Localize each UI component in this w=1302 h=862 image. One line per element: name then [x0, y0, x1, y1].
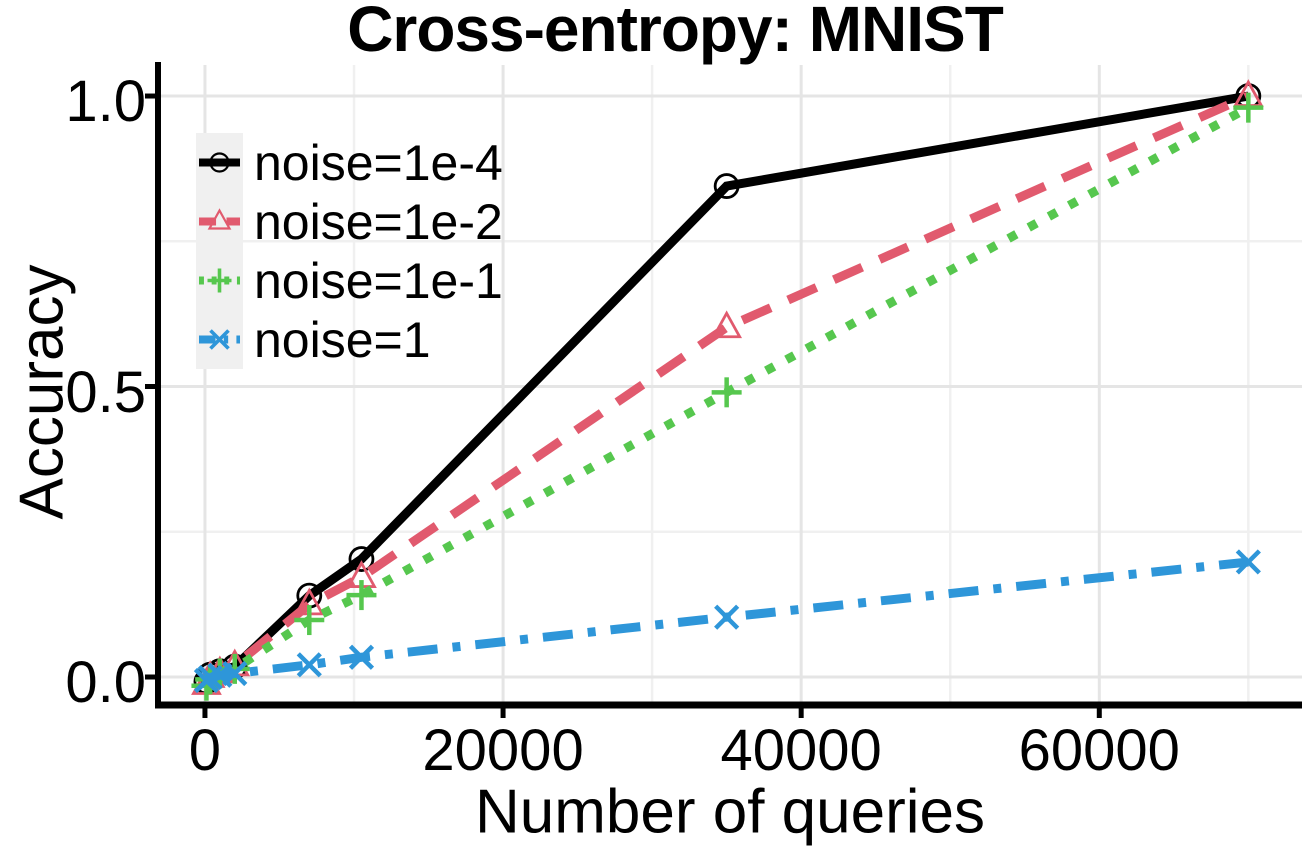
- x-tick-label: 60000: [1018, 718, 1180, 783]
- legend-key-line-circle-icon: [196, 133, 243, 192]
- legend-label: noise=1e-1: [254, 252, 503, 309]
- legend-key-line-x-icon: [196, 310, 243, 369]
- legend-label: noise=1e-4: [254, 134, 503, 191]
- chart-title: Cross-entropy: MNIST: [347, 0, 1004, 65]
- y-tick-label: 1.0: [65, 69, 146, 135]
- x-tick-label: 20000: [422, 718, 584, 783]
- legend: noise=1e-4 noise=1e-2 noise=1e-1 noise=1: [196, 133, 503, 369]
- y-tick-label: 0.5: [65, 359, 146, 425]
- legend-key-line-triangle-icon: [196, 192, 243, 251]
- x-tick-label: 40000: [720, 718, 882, 783]
- series-noise=1: [193, 549, 1261, 694]
- legend-label: noise=1: [254, 311, 431, 368]
- legend-entry-noise-1e-2: noise=1e-2: [196, 192, 503, 251]
- legend-key-line-plus-icon: [196, 251, 243, 310]
- y-tick-label: 0.0: [65, 649, 146, 715]
- x-tick-label: 0: [188, 718, 222, 783]
- legend-label: noise=1e-2: [254, 193, 503, 250]
- legend-entry-noise-1e-1: noise=1e-1: [196, 251, 503, 310]
- legend-entry-noise-1e-4: noise=1e-4: [196, 133, 503, 192]
- x-axis-label: Number of queries: [474, 777, 986, 847]
- legend-entry-noise-1: noise=1: [196, 310, 503, 369]
